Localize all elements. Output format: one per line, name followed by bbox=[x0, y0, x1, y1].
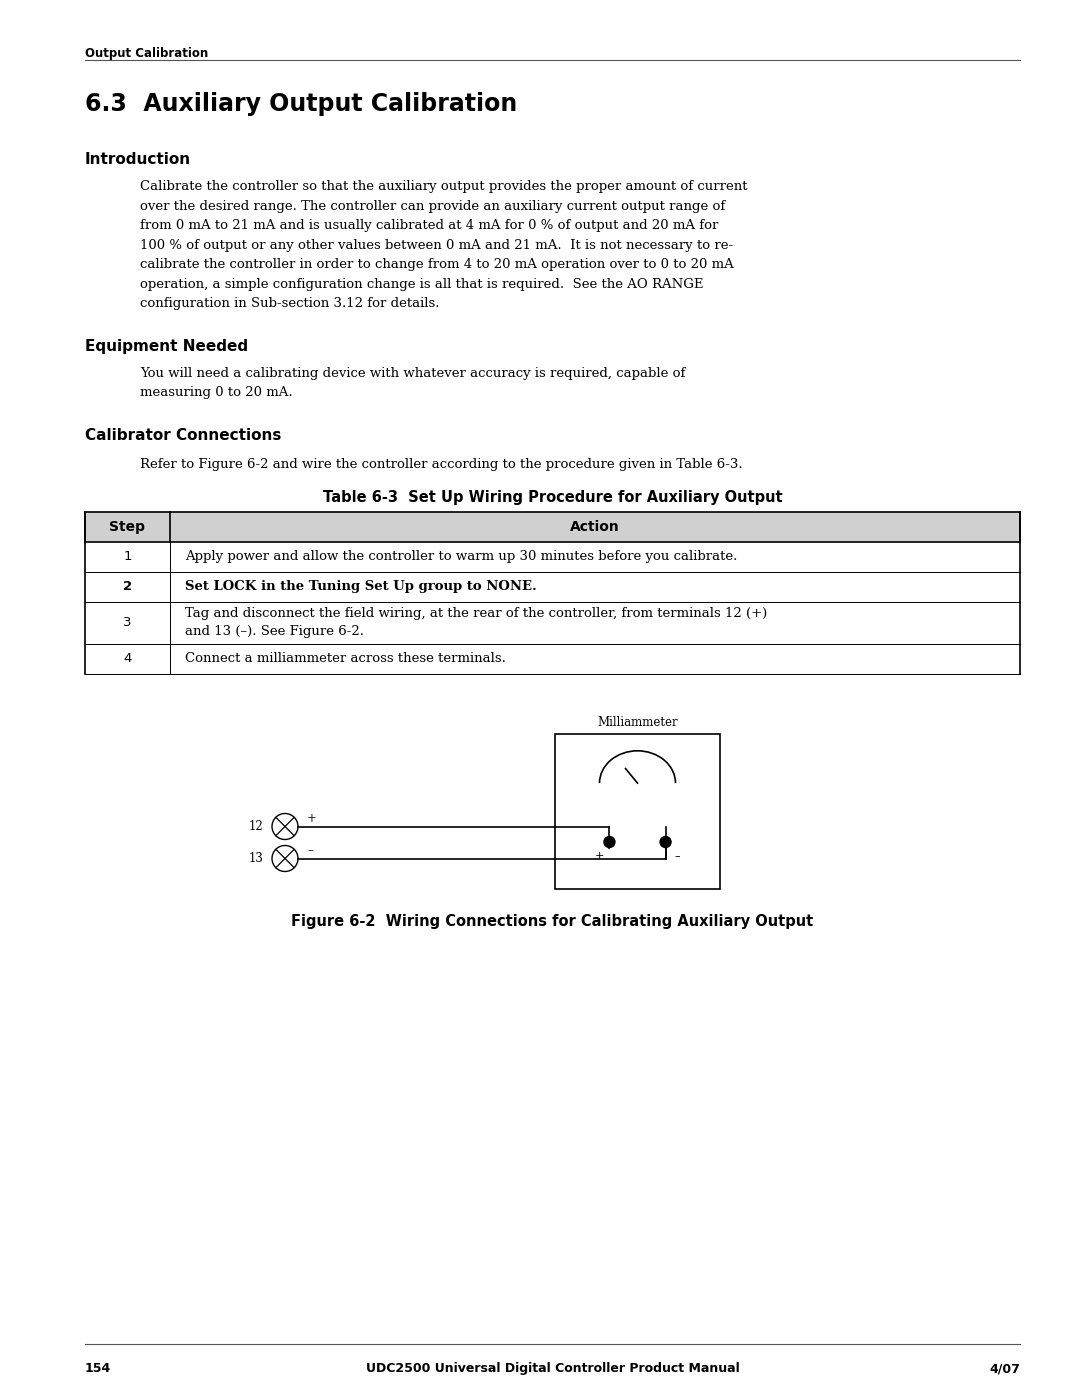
Text: Equipment Needed: Equipment Needed bbox=[85, 338, 248, 353]
Text: configuration in Sub-section 3.12 for details.: configuration in Sub-section 3.12 for de… bbox=[140, 298, 440, 310]
Text: 2: 2 bbox=[123, 580, 132, 592]
Text: +: + bbox=[307, 812, 316, 826]
Text: 6.3  Auxiliary Output Calibration: 6.3 Auxiliary Output Calibration bbox=[85, 92, 517, 116]
Text: Set LOCK in the Tuning Set Up group to NONE.: Set LOCK in the Tuning Set Up group to N… bbox=[185, 580, 537, 592]
Text: UDC2500 Universal Digital Controller Product Manual: UDC2500 Universal Digital Controller Pro… bbox=[366, 1362, 740, 1375]
Text: from 0 mA to 21 mA and is usually calibrated at 4 mA for 0 % of output and 20 mA: from 0 mA to 21 mA and is usually calibr… bbox=[140, 219, 718, 232]
Text: over the desired range. The controller can provide an auxiliary current output r: over the desired range. The controller c… bbox=[140, 200, 726, 212]
Text: 12: 12 bbox=[248, 820, 264, 833]
Text: 13: 13 bbox=[248, 852, 264, 865]
Text: Figure 6-2  Wiring Connections for Calibrating Auxiliary Output: Figure 6-2 Wiring Connections for Calibr… bbox=[292, 914, 813, 929]
Text: 1: 1 bbox=[123, 550, 132, 563]
Text: –: – bbox=[675, 851, 680, 861]
Text: Output Calibration: Output Calibration bbox=[85, 47, 208, 60]
Text: Action: Action bbox=[570, 520, 620, 534]
Text: 100 % of output or any other values between 0 mA and 21 mA.  It is not necessary: 100 % of output or any other values betw… bbox=[140, 239, 733, 251]
Text: 154: 154 bbox=[85, 1362, 111, 1375]
Text: Tag and disconnect the field wiring, at the rear of the controller, from termina: Tag and disconnect the field wiring, at … bbox=[185, 608, 767, 620]
Bar bbox=[555, 733, 720, 888]
Text: 4: 4 bbox=[123, 652, 132, 665]
Circle shape bbox=[272, 845, 298, 872]
Text: calibrate the controller in order to change from 4 to 20 mA operation over to 0 : calibrate the controller in order to cha… bbox=[140, 258, 733, 271]
Circle shape bbox=[272, 813, 298, 840]
Text: Apply power and allow the controller to warm up 30 minutes before you calibrate.: Apply power and allow the controller to … bbox=[185, 550, 738, 563]
Circle shape bbox=[604, 837, 615, 848]
Text: and 13 (–). See Figure 6-2.: and 13 (–). See Figure 6-2. bbox=[185, 624, 364, 638]
Text: operation, a simple configuration change is all that is required.  See the AO RA: operation, a simple configuration change… bbox=[140, 278, 703, 291]
Text: Connect a milliammeter across these terminals.: Connect a milliammeter across these term… bbox=[185, 652, 505, 665]
Text: +: + bbox=[595, 851, 604, 861]
Text: 3: 3 bbox=[123, 616, 132, 629]
Text: measuring 0 to 20 mA.: measuring 0 to 20 mA. bbox=[140, 386, 293, 400]
Text: You will need a calibrating device with whatever accuracy is required, capable o: You will need a calibrating device with … bbox=[140, 366, 686, 380]
Text: Milliammeter: Milliammeter bbox=[597, 715, 678, 728]
Text: Calibrate the controller so that the auxiliary output provides the proper amount: Calibrate the controller so that the aux… bbox=[140, 180, 747, 193]
Text: Calibrator Connections: Calibrator Connections bbox=[85, 427, 282, 443]
Text: 4/07: 4/07 bbox=[989, 1362, 1020, 1375]
Text: Introduction: Introduction bbox=[85, 152, 191, 168]
Text: –: – bbox=[307, 844, 313, 856]
Text: Table 6-3  Set Up Wiring Procedure for Auxiliary Output: Table 6-3 Set Up Wiring Procedure for Au… bbox=[323, 489, 782, 504]
Text: Step: Step bbox=[109, 520, 146, 534]
Text: Refer to Figure 6-2 and wire the controller according to the procedure given in : Refer to Figure 6-2 and wire the control… bbox=[140, 457, 743, 471]
FancyBboxPatch shape bbox=[85, 511, 1020, 542]
Circle shape bbox=[660, 837, 671, 848]
